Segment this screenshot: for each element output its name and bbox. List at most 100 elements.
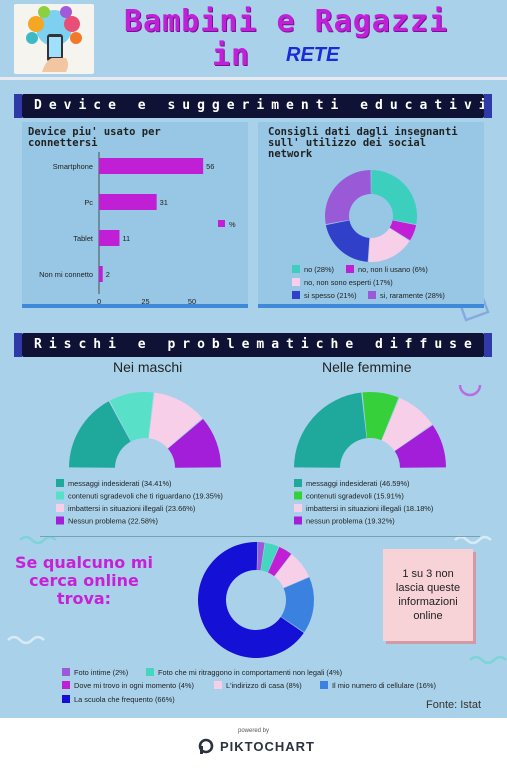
band-accent-right	[484, 333, 492, 357]
teachers-chart-title: Consigli dati dagli insegnanti sull' uti…	[268, 126, 458, 160]
legend-label: Foto intime (2%)	[74, 668, 128, 677]
source-text: Fonte: Istat	[426, 699, 482, 711]
bar	[99, 194, 157, 210]
deco-wave	[469, 655, 507, 665]
powered-by-text: powered by	[237, 728, 270, 734]
legend-label: si, raramente (28%)	[380, 291, 445, 300]
category-label: Tablet	[73, 234, 93, 243]
category-label: Pc	[84, 198, 93, 207]
legend-label: si spesso (21%)	[304, 291, 357, 300]
legend-swatch	[56, 504, 64, 512]
teachers-donut-chart: no (28%) no, non li usano (6%) no, non son…	[292, 170, 445, 300]
devices-panel: Device piu' usato per connettersi Smartp…	[22, 122, 248, 308]
bar-value-label: 11	[122, 234, 130, 243]
donut-slice	[167, 418, 221, 468]
section-band-label: Rischi e problematiche diffuse	[34, 337, 479, 352]
deco-wave	[19, 535, 57, 545]
page-title: Bambini e Ragazzi	[124, 4, 449, 39]
legend-label: no (28%)	[304, 265, 334, 274]
search-donut-chart: Foto intime (2%) Foto che mi ritraggono i…	[62, 542, 436, 704]
donut-slice	[294, 392, 367, 468]
x-tick-label: 25	[141, 297, 149, 306]
bar-value-label: 2	[106, 270, 110, 279]
donut-slice	[389, 220, 417, 241]
band-accent-left	[14, 94, 22, 118]
legend-label: messaggi indesiderati (46.59%)	[306, 479, 410, 488]
bar	[99, 158, 204, 174]
bar	[99, 266, 103, 282]
callout-text: 1 su 3 non lascia queste informazioni on…	[395, 568, 461, 622]
legend-label: L'indirizzo di casa (8%)	[226, 681, 302, 690]
legend-swatch	[56, 516, 64, 525]
donut-slice	[394, 425, 446, 468]
section-band-devices: Device e suggerimenti educativi	[14, 94, 492, 118]
donut-slice	[69, 401, 131, 468]
legend-swatch	[56, 491, 64, 500]
section-band-risks: Rischi e problematiche diffuse	[14, 333, 492, 357]
bar-value-label: 31	[160, 198, 168, 207]
legend-label: Il mio numero di cellulare (16%)	[332, 681, 436, 690]
legend-swatch	[56, 479, 64, 487]
legend-swatch	[294, 479, 302, 487]
search-chart-title: Se qualcuno mi cerca online trova:	[14, 553, 154, 608]
legend-swatch	[320, 681, 328, 689]
bar-value-label: 56	[206, 162, 214, 171]
donut-slice	[148, 392, 203, 449]
category-label: Non mi connetto	[39, 270, 93, 279]
donut-slice	[325, 170, 371, 225]
callout-box: 1 su 3 non lascia queste informazioni on…	[383, 549, 473, 641]
legend-swatch	[62, 695, 70, 703]
donut-slice	[381, 398, 433, 451]
legend-swatch	[292, 278, 300, 286]
donut-slice	[198, 542, 304, 658]
legend-label: contenuti sgradevoli che ti riguardano (…	[68, 492, 223, 501]
legend-swatch	[146, 668, 154, 676]
piktochart-logo-icon	[198, 738, 214, 754]
donut-slice	[280, 577, 315, 633]
legend-swatch	[294, 516, 302, 525]
legend-label: no, non li usano (6%)	[358, 265, 428, 274]
legend-swatch	[294, 504, 302, 512]
donut-slice	[260, 542, 279, 573]
legend-label: La scuola che frequento (66%)	[74, 695, 175, 704]
donut-slice	[109, 392, 154, 442]
deco-wave	[7, 635, 45, 645]
legend-swatch	[214, 681, 222, 689]
legend-label: imbattersi in situazioni illegali (18.18…	[306, 504, 433, 513]
legend-swatch	[62, 681, 70, 689]
legend-label: no, non sono esperti (17%)	[304, 278, 393, 287]
x-tick-label: 0	[97, 297, 101, 306]
brand-row[interactable]: PIKTOCHART	[198, 738, 315, 754]
legend-label: imbattersi in situazioni illegali (23.66…	[68, 504, 195, 513]
legend-swatch	[294, 491, 302, 500]
legend-label: messaggi indesiderati (34.41%)	[68, 479, 172, 488]
donut-slice	[257, 542, 265, 571]
legend-swatch	[218, 220, 225, 227]
header-divider	[0, 77, 507, 80]
section-divider	[40, 536, 480, 537]
category-label: Smartphone	[53, 162, 93, 171]
legend-label: %	[229, 220, 236, 229]
footer: powered by PIKTOCHART	[0, 718, 507, 768]
legend-label: Foto che mi ritraggono in comportamenti …	[158, 668, 342, 677]
brand-name: PIKTOCHART	[220, 738, 315, 754]
legend-label: contenuti sgradevoli (15.91%)	[306, 492, 404, 501]
deco-circle	[458, 384, 482, 397]
header-logo	[14, 4, 94, 74]
donut-slice	[368, 227, 410, 262]
network-phone-logo-icon	[26, 6, 82, 72]
legend-swatch	[346, 265, 354, 273]
legend-swatch	[368, 291, 376, 299]
legend-swatch	[62, 668, 70, 676]
devices-bar-chart: Smartphone 56 Pc 31 Tablet 11 Non mi connetto 2…	[39, 152, 236, 306]
teachers-panel: Consigli dati dagli insegnanti sull' uti…	[258, 122, 484, 308]
legend-label: Nessun problema (22.58%)	[68, 517, 158, 526]
donut-slice	[371, 170, 417, 225]
legend-swatch	[292, 265, 300, 273]
donut-slice	[362, 392, 399, 441]
bar	[99, 230, 120, 246]
page-title-in: in	[212, 38, 251, 73]
donut-slice	[268, 546, 292, 577]
band-accent-right	[484, 94, 492, 118]
